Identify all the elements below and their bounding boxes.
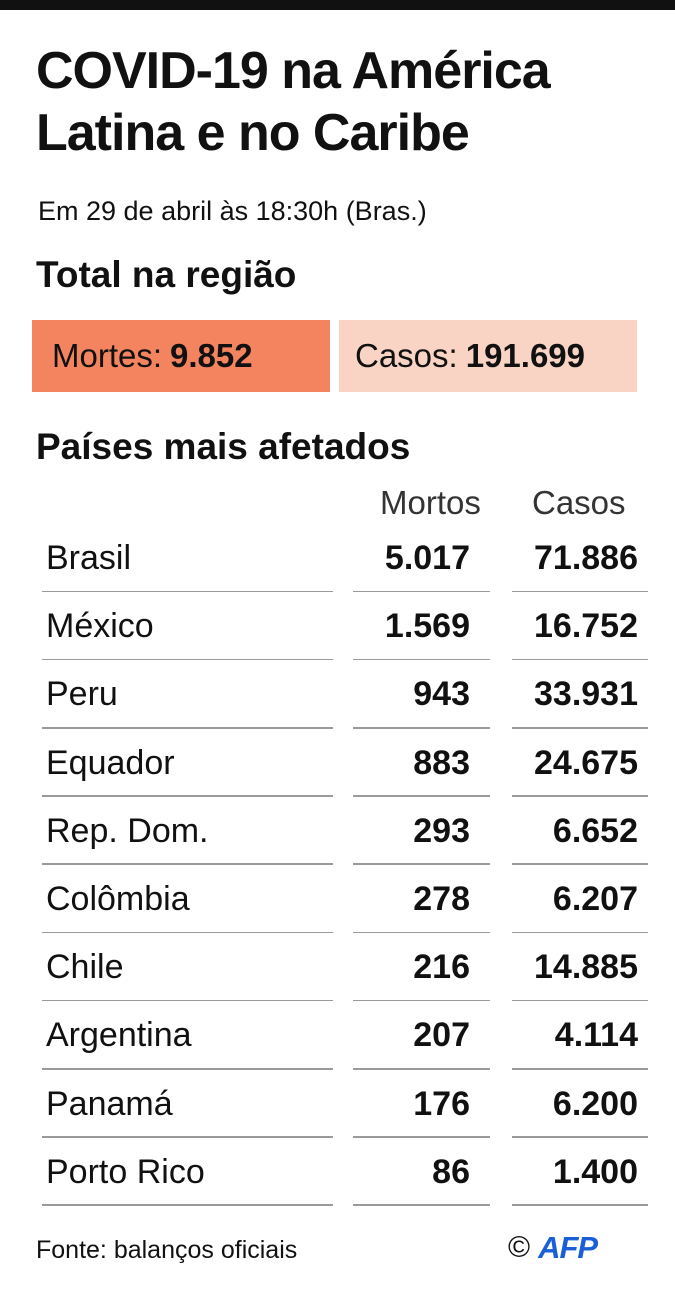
row-divider bbox=[42, 658, 333, 661]
table-row: Rep. Dom. 293 6.652 bbox=[0, 797, 675, 865]
country-name: Argentina bbox=[46, 1016, 192, 1055]
country-name: Brasil bbox=[46, 539, 132, 577]
total-deaths-box: Mortes: 9.852 bbox=[32, 320, 330, 392]
row-divider bbox=[353, 999, 490, 1002]
table-row: Peru 943 33.931 bbox=[0, 660, 675, 729]
row-divider bbox=[42, 1068, 333, 1070]
deaths-value: 86 bbox=[432, 1152, 470, 1191]
deaths-value: 278 bbox=[413, 879, 470, 918]
cases-value: 6.207 bbox=[552, 879, 638, 918]
row-divider bbox=[353, 590, 490, 593]
row-divider bbox=[353, 1068, 490, 1070]
deaths-value: 176 bbox=[413, 1084, 470, 1123]
row-divider bbox=[353, 931, 490, 934]
deaths-value: 943 bbox=[413, 675, 470, 714]
country-name: Colômbia bbox=[46, 879, 190, 918]
row-divider bbox=[42, 590, 333, 593]
deaths-value: 207 bbox=[413, 1016, 470, 1055]
row-divider bbox=[512, 727, 648, 729]
row-divider bbox=[353, 727, 490, 729]
copyright-symbol: © bbox=[508, 1231, 531, 1264]
page-title: COVID-19 na América Latina e no Caribe bbox=[36, 42, 551, 162]
table-row: México 1.569 16.752 bbox=[0, 592, 675, 661]
cases-value: 16.752 bbox=[534, 607, 638, 646]
deaths-value: 883 bbox=[413, 743, 470, 782]
row-divider bbox=[353, 795, 490, 797]
total-deaths-value: 9.852 bbox=[170, 337, 253, 374]
table-row: Argentina 207 4.114 bbox=[0, 1001, 675, 1070]
table-row: Porto Rico 86 1.400 bbox=[0, 1138, 675, 1206]
row-divider bbox=[512, 658, 648, 661]
table-row: Equador 883 24.675 bbox=[0, 729, 675, 797]
column-header-deaths: Mortos bbox=[380, 484, 481, 521]
cases-value: 1.400 bbox=[552, 1152, 638, 1191]
country-name: Equador bbox=[46, 743, 175, 782]
cases-value: 6.200 bbox=[552, 1084, 638, 1123]
row-divider bbox=[512, 1136, 648, 1138]
cases-value: 4.114 bbox=[554, 1016, 638, 1055]
row-divider bbox=[42, 863, 333, 865]
credit: © AFP bbox=[508, 1230, 598, 1266]
country-name: Panamá bbox=[46, 1084, 173, 1123]
deaths-value: 293 bbox=[413, 811, 470, 850]
table-row: Panamá 176 6.200 bbox=[0, 1070, 675, 1138]
country-name: Peru bbox=[46, 675, 118, 714]
table-row: Brasil 5.017 71.886 bbox=[0, 524, 675, 593]
row-divider bbox=[42, 1136, 333, 1138]
row-divider bbox=[42, 931, 333, 934]
cases-value: 33.931 bbox=[534, 675, 638, 714]
row-divider bbox=[353, 863, 490, 865]
country-name: Chile bbox=[46, 948, 124, 987]
totals-section-title: Total na região bbox=[36, 254, 297, 295]
cases-value: 6.652 bbox=[552, 811, 638, 850]
column-header-cases: Casos bbox=[532, 484, 626, 521]
afp-logo: AFP bbox=[538, 1230, 598, 1265]
total-cases-value: 191.699 bbox=[465, 337, 586, 374]
deaths-value: 5.017 bbox=[384, 539, 470, 577]
row-divider bbox=[512, 999, 648, 1002]
deaths-value: 1.569 bbox=[384, 607, 470, 646]
country-name: Porto Rico bbox=[46, 1152, 205, 1191]
countries-table: Brasil 5.017 71.886 México 1.569 16.752 Peru 94… bbox=[0, 524, 675, 1206]
country-name: Rep. Dom. bbox=[46, 811, 209, 850]
cases-value: 14.885 bbox=[534, 948, 638, 987]
table-row: Chile 216 14.885 bbox=[0, 933, 675, 1002]
row-divider bbox=[512, 863, 648, 865]
row-divider bbox=[42, 727, 333, 729]
deaths-value: 216 bbox=[413, 948, 470, 987]
row-divider bbox=[353, 1204, 490, 1206]
total-deaths-label: Mortes: bbox=[52, 337, 163, 374]
row-divider bbox=[42, 999, 333, 1002]
country-name: México bbox=[46, 607, 154, 646]
row-divider bbox=[42, 795, 333, 797]
total-cases-label: Casos: bbox=[355, 337, 458, 374]
row-divider bbox=[512, 1068, 648, 1070]
row-divider bbox=[512, 795, 648, 797]
page-subtitle: Em 29 de abril às 18:30h (Bras.) bbox=[38, 196, 427, 226]
row-divider bbox=[353, 1136, 490, 1138]
total-cases-box: Casos: 191.699 bbox=[339, 320, 637, 392]
row-divider bbox=[512, 1204, 648, 1206]
cases-value: 71.886 bbox=[534, 539, 638, 577]
table-row: Colômbia 278 6.207 bbox=[0, 865, 675, 934]
cases-value: 24.675 bbox=[534, 743, 638, 782]
countries-section-title: Países mais afetados bbox=[36, 426, 411, 467]
row-divider bbox=[42, 1204, 333, 1206]
source-note: Fonte: balanços oficiais bbox=[36, 1236, 298, 1264]
top-bar bbox=[0, 0, 675, 10]
row-divider bbox=[512, 590, 648, 593]
row-divider bbox=[512, 931, 648, 934]
row-divider bbox=[353, 658, 490, 661]
